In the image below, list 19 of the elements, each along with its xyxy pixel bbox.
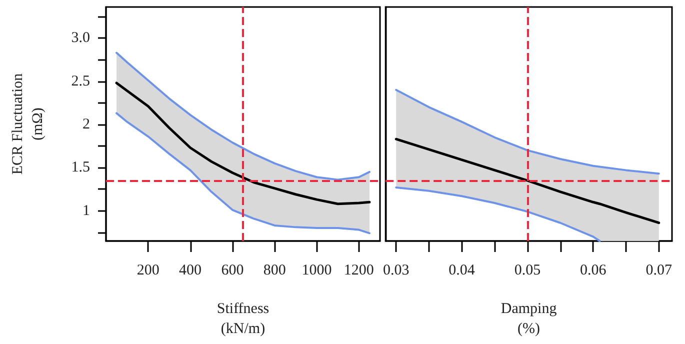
x-tick-label: 0.05 (514, 262, 541, 278)
x-tick-label: 200 (136, 262, 160, 278)
x-tick-label: 0.07 (646, 262, 672, 278)
x-axis-title: Damping (%) (500, 301, 558, 337)
y-tick-label: 2 (82, 116, 90, 132)
y-tick-label: 1 (82, 202, 90, 219)
x-tick-label: 0.06 (580, 262, 607, 278)
y-axis-title: ECR Fluctuation (mΩ) (10, 72, 46, 175)
x-tick-label: 0.03 (383, 262, 410, 278)
x-tick-label: 0.04 (448, 262, 476, 278)
y-tick-label: 3.0 (71, 30, 90, 46)
x-axis-title: Stiffness (kN/m) (216, 301, 270, 337)
x-tick-label: 1000 (302, 262, 332, 278)
x-tick-label: 400 (179, 262, 202, 278)
x-tick-label: 1200 (344, 262, 374, 278)
y-tick-label: 2.5 (71, 73, 90, 90)
x-tick-label: 600 (221, 262, 244, 278)
y-tick-label: 1.5 (71, 160, 90, 176)
x-tick-label: 800 (263, 262, 286, 278)
